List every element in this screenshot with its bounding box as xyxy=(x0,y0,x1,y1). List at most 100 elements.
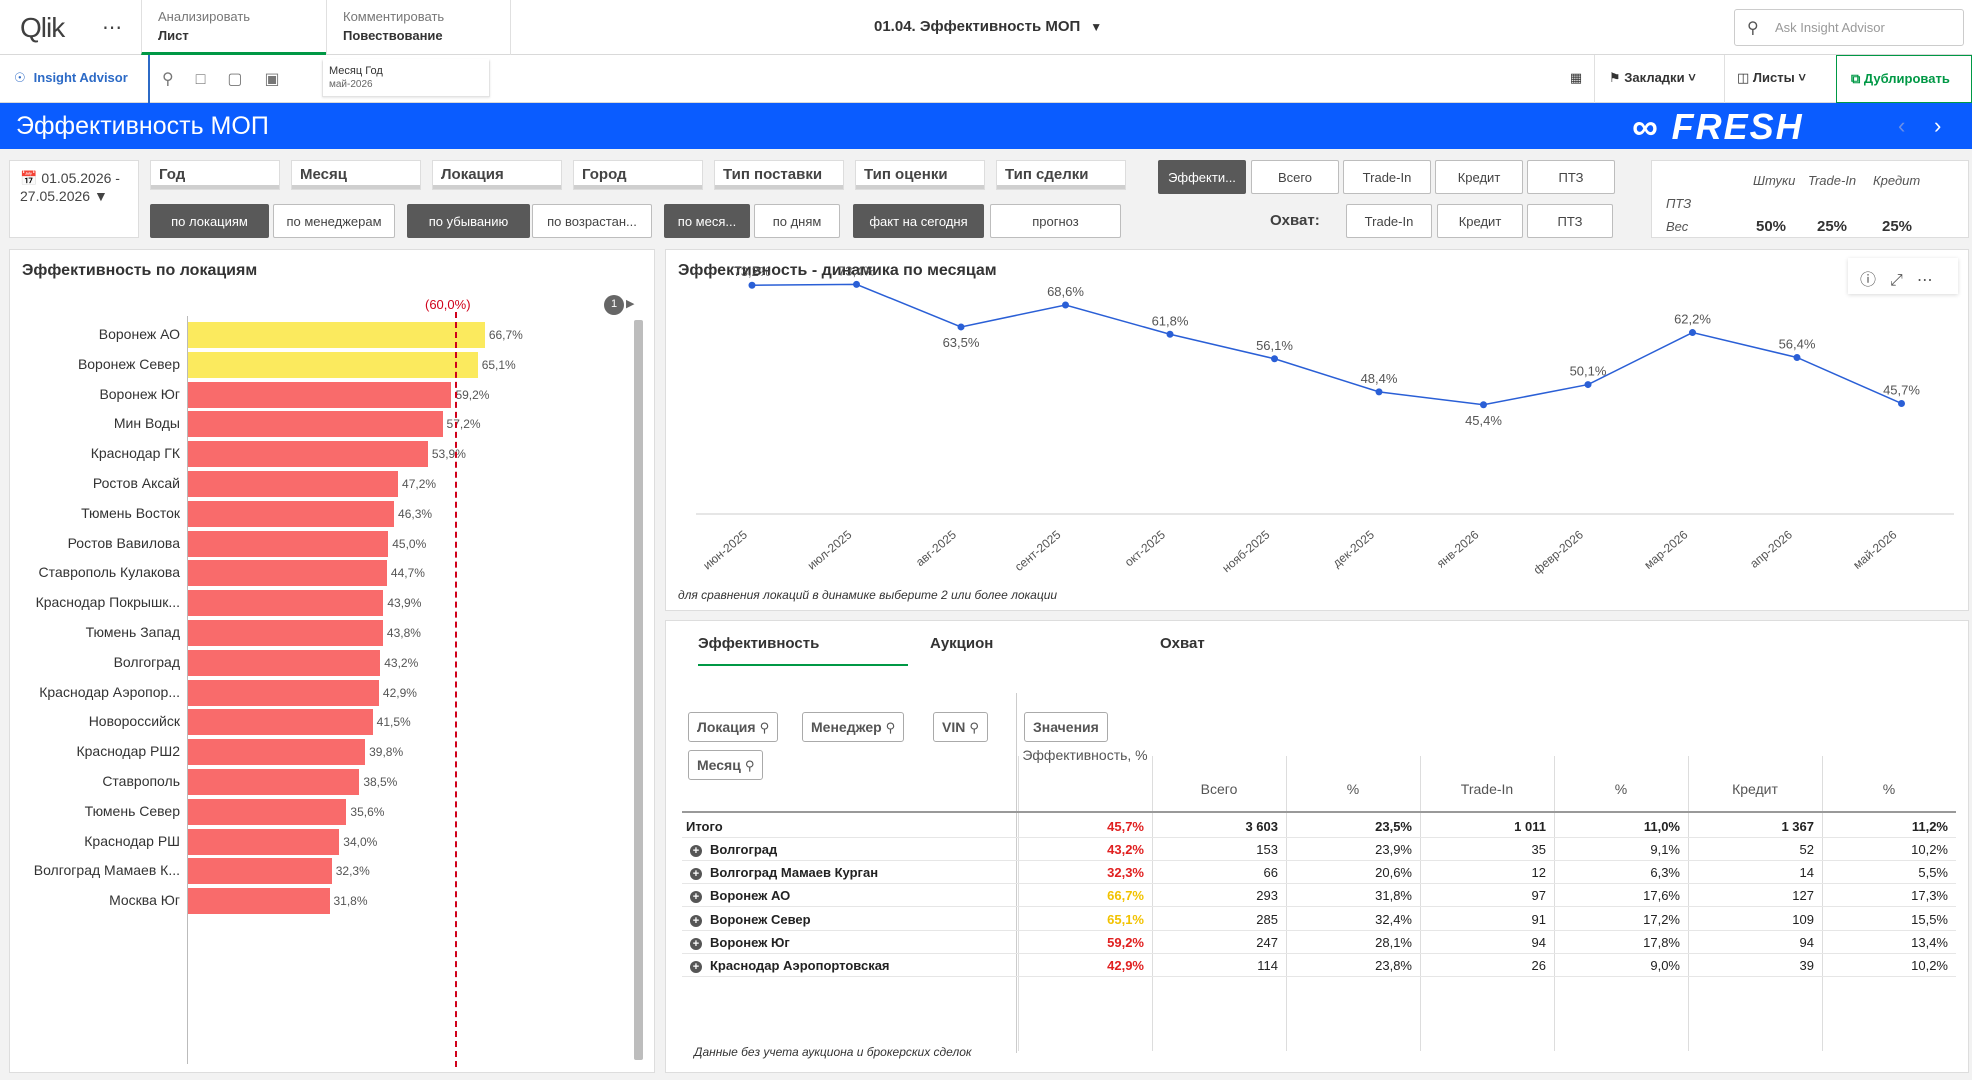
zoom-select-icon[interactable]: ⚲ xyxy=(162,71,196,88)
bar-row[interactable]: Ставрополь 38,5% xyxy=(10,767,610,797)
sort-asc-button[interactable]: по возрастан... xyxy=(532,204,652,238)
bar[interactable] xyxy=(188,798,347,825)
column-header[interactable]: % xyxy=(1882,781,1896,797)
dim-manager-chip[interactable]: Менеджер ⚲ xyxy=(802,712,905,742)
bar-row[interactable]: Ростов Аксай 47,2% xyxy=(10,469,610,499)
column-header[interactable]: % xyxy=(1346,781,1360,797)
bar-row[interactable]: Воронеж Юг 59,2% xyxy=(10,380,610,410)
prev-sheet-icon[interactable]: ‹ xyxy=(1898,113,1906,138)
data-point[interactable] xyxy=(1062,301,1069,309)
bar-row[interactable]: Краснодар Покрышк... 43,9% xyxy=(10,588,610,618)
date-range-picker[interactable]: 📅 01.05.2026 - 27.05.2026 ▼ xyxy=(9,160,139,238)
data-point[interactable] xyxy=(1271,355,1278,363)
tab-coverage[interactable]: Охват xyxy=(1160,635,1205,652)
metric-total-button[interactable]: Всего xyxy=(1251,160,1339,194)
expand-plus-icon[interactable]: + xyxy=(690,914,702,927)
bar[interactable] xyxy=(188,620,383,646)
bar[interactable] xyxy=(188,322,485,348)
bar-row[interactable]: Мин Воды 57,2% xyxy=(10,409,610,439)
bar-row[interactable]: Волгоград Мамаев К... 32,3% xyxy=(10,856,610,886)
bar-row[interactable]: Краснодар Аэропор... 42,9% xyxy=(10,678,610,708)
table-row[interactable]: + Волгоград 43,2% 153 23,9% 35 9,1% 52 10,2% xyxy=(682,838,1956,861)
filter-location[interactable]: Локация xyxy=(432,160,562,190)
bar-row[interactable]: Волгоград 43,2% xyxy=(10,648,610,678)
bar-row[interactable]: Ростов Вавилова 45,0% xyxy=(10,529,610,559)
dim-vin-chip[interactable]: VIN ⚲ xyxy=(933,712,988,742)
values-chip[interactable]: Значения xyxy=(1024,712,1108,742)
duplicate-button[interactable]: ⧉ Дублировать xyxy=(1836,55,1972,103)
data-point[interactable] xyxy=(1166,330,1174,338)
expand-icon[interactable]: ⤢ xyxy=(1890,272,1917,289)
table-row[interactable]: + Волгоград Мамаев Курган 32,3% 66 20,6% 12 6,… xyxy=(682,861,1956,885)
expand-plus-icon[interactable]: + xyxy=(690,937,702,950)
bar-row[interactable]: Краснодар РШ2 39,8% xyxy=(10,737,610,767)
expand-plus-icon[interactable]: + xyxy=(690,868,702,881)
bar-row[interactable]: Воронеж АО 66,7% xyxy=(10,320,610,350)
more-icon[interactable]: ⋯ xyxy=(1916,272,1947,289)
column-header[interactable]: Эффективность, % xyxy=(1022,747,1148,763)
data-point[interactable] xyxy=(1689,329,1696,337)
bar-row[interactable]: Краснодар РШ 34,0% xyxy=(10,827,610,857)
column-header[interactable]: Всего xyxy=(1200,781,1238,797)
data-point[interactable] xyxy=(1480,401,1487,409)
metric-ptz-button[interactable]: ПТЗ xyxy=(1527,160,1615,194)
current-selection-chip[interactable]: Месяц Год май-2026 xyxy=(322,59,490,97)
info-icon[interactable]: ⓘ xyxy=(1860,272,1891,289)
data-point[interactable] xyxy=(1793,353,1801,361)
data-point[interactable] xyxy=(748,281,756,289)
filter-delivery-type[interactable]: Тип поставки xyxy=(714,160,844,190)
filter-month[interactable]: Месяц xyxy=(291,160,421,190)
column-header[interactable]: % xyxy=(1614,781,1628,797)
bar[interactable] xyxy=(188,441,428,468)
bar[interactable] xyxy=(188,709,373,736)
by-managers-button[interactable]: по менеджерам xyxy=(273,204,395,238)
filter-city[interactable]: Город xyxy=(573,160,703,190)
bar[interactable] xyxy=(188,739,366,766)
data-point[interactable] xyxy=(957,323,965,331)
chart-scrollbar[interactable] xyxy=(634,320,643,1060)
sheets-button[interactable]: ◫ Листы ˅ xyxy=(1724,55,1836,103)
tab-auction[interactable]: Аукцион xyxy=(930,635,994,652)
insight-advisor-button[interactable]: ☉ Insight Advisor xyxy=(0,55,150,103)
bar[interactable] xyxy=(188,471,399,497)
bar[interactable] xyxy=(188,411,443,438)
metric-credit-button[interactable]: Кредит xyxy=(1435,160,1523,194)
column-header[interactable]: Кредит xyxy=(1732,781,1778,797)
bar-row[interactable]: Тюмень Север 35,6% xyxy=(10,797,610,827)
filter-year[interactable]: Год xyxy=(150,160,280,190)
bar-row[interactable]: Новороссийск 41,5% xyxy=(10,707,610,737)
bar[interactable] xyxy=(188,888,330,915)
dim-month-chip[interactable]: Месяц ⚲ xyxy=(688,750,764,780)
play-icon[interactable]: ▶ xyxy=(626,298,635,310)
bar-row[interactable]: Краснодар ГК 53,9% xyxy=(10,439,610,469)
page-indicator[interactable]: 1 xyxy=(604,295,624,315)
bar[interactable] xyxy=(188,351,478,378)
metric-efficiency-button[interactable]: Эффекти... xyxy=(1158,160,1246,194)
tab-analyze[interactable]: Анализировать Лист xyxy=(141,0,326,55)
sort-desc-button[interactable]: по убыванию xyxy=(407,204,530,238)
bar[interactable] xyxy=(188,679,379,706)
more-dots-icon[interactable]: ⋯ xyxy=(102,17,122,39)
coverage-ptz-button[interactable]: ПТЗ xyxy=(1527,204,1613,238)
table-row[interactable]: + Воронеж Юг 59,2% 247 28,1% 94 17,8% 94 13,4% xyxy=(682,931,1956,954)
bar-row[interactable]: Тюмень Запад 43,8% xyxy=(10,618,610,648)
data-point[interactable] xyxy=(1898,399,1905,407)
by-months-button[interactable]: по меся... xyxy=(664,204,750,238)
data-point[interactable] xyxy=(853,280,860,288)
coverage-tradein-button[interactable]: Trade-In xyxy=(1346,204,1432,238)
clear-selection-icon[interactable]: ▣ xyxy=(264,71,302,88)
bar[interactable] xyxy=(188,500,395,527)
expand-plus-icon[interactable]: + xyxy=(690,961,702,973)
grid-view-icon[interactable]: ▦ xyxy=(1569,70,1583,85)
forecast-button[interactable]: прогноз xyxy=(990,204,1121,238)
lasso-select-icon[interactable]: □ xyxy=(195,71,228,88)
by-days-button[interactable]: по дням xyxy=(754,204,840,238)
bar-row[interactable]: Ставрополь Кулакова 44,7% xyxy=(10,558,610,588)
column-header[interactable]: Trade-In xyxy=(1460,781,1514,797)
bar[interactable] xyxy=(188,828,340,855)
bar[interactable] xyxy=(188,590,384,617)
table-row[interactable]: + Воронеж Север 65,1% 285 32,4% 91 17,2% 109 15,… xyxy=(682,908,1956,931)
total-row[interactable]: Итого 45,7% 3 603 23,5% 1 011 11,0% 1 367 11,2% xyxy=(682,815,1956,838)
table-row[interactable]: + Воронеж АО 66,7% 293 31,8% 97 17,6% 127 17,3% xyxy=(682,884,1956,908)
by-locations-button[interactable]: по локациям xyxy=(150,204,269,238)
